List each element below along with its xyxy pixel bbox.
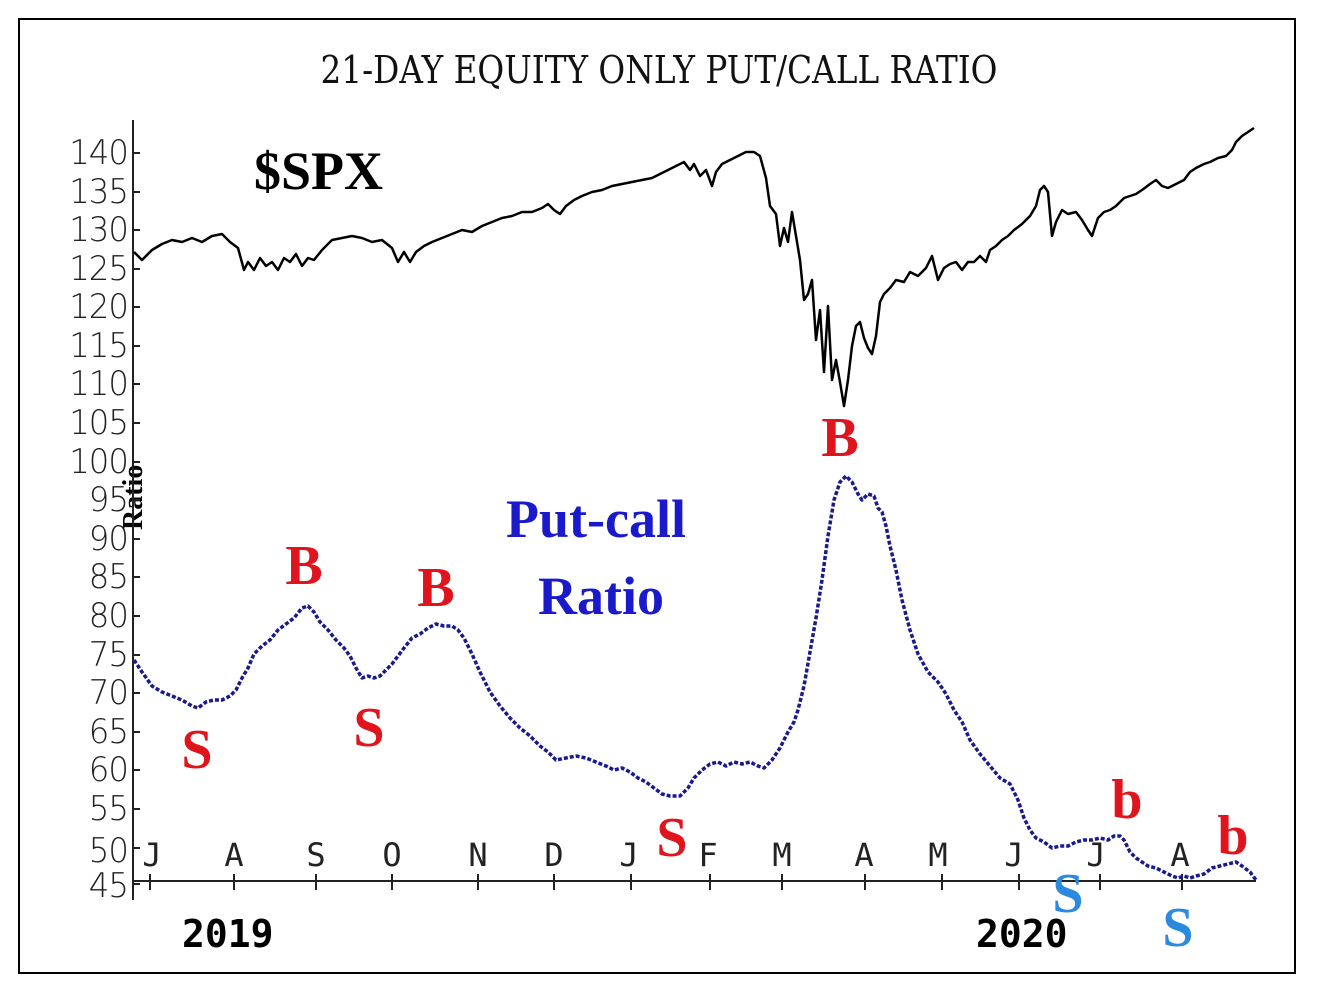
y-tick: 95 — [88, 480, 129, 520]
buy-signal-marker: B — [821, 407, 859, 469]
x-tick: J — [1004, 836, 1024, 874]
y-tick: 110 — [69, 364, 129, 404]
buy-signal-marker-lowercase: b — [1111, 769, 1143, 831]
spx-series-label: $SPX — [254, 141, 384, 201]
y-axis-ticks — [133, 152, 140, 885]
y-tick: 125 — [69, 249, 129, 289]
spx-line — [133, 126, 1255, 408]
y-tick: 60 — [88, 750, 129, 790]
buy-signal-marker-lowercase: b — [1217, 805, 1249, 867]
x-tick: A — [224, 836, 244, 874]
sell-signal-marker: S — [353, 697, 385, 759]
y-tick: 90 — [88, 519, 129, 559]
y-tick: 70 — [88, 673, 129, 713]
x-tick: J — [619, 836, 639, 874]
x-tick: S — [306, 836, 326, 874]
y-tick: 115 — [69, 326, 129, 366]
x-tick: O — [382, 836, 402, 874]
x-tick: A — [1170, 836, 1190, 874]
y-tick: 55 — [88, 789, 129, 829]
year-label-2019: 2019 — [182, 912, 274, 956]
pcr-series-label-line2: Ratio — [538, 566, 664, 626]
chart-title: 21-DAY EQUITY ONLY PUT/CALL RATIO — [320, 48, 998, 92]
y-tick: 120 — [69, 287, 129, 327]
sell-signal-marker: S — [181, 719, 213, 781]
y-tick: 140 — [69, 133, 129, 173]
x-tick: J — [1086, 836, 1106, 874]
y-tick: 100 — [69, 442, 129, 482]
put-call-ratio-line — [132, 474, 1258, 882]
x-tick: M — [928, 836, 948, 874]
y-tick: 75 — [88, 635, 129, 675]
y-tick: 105 — [69, 403, 129, 443]
chart-frame — [18, 18, 1296, 974]
x-tick: D — [544, 836, 564, 874]
y-tick: 85 — [88, 557, 129, 597]
y-tick: 50 — [88, 831, 129, 871]
sell-signal-marker-blue: S — [1162, 897, 1194, 959]
y-tick: 130 — [69, 210, 129, 250]
y-tick: 45 — [88, 866, 129, 906]
sell-signal-marker: S — [656, 807, 688, 869]
x-tick: F — [698, 836, 718, 874]
x-tick: J — [142, 836, 162, 874]
buy-signal-marker: B — [417, 557, 455, 619]
buy-signal-marker: B — [285, 535, 323, 597]
x-axis-ticks — [149, 874, 1183, 890]
x-tick: N — [468, 836, 488, 874]
year-label-2020: 2020 — [976, 912, 1068, 956]
y-tick: 65 — [88, 712, 129, 752]
x-tick: A — [854, 836, 874, 874]
sell-signal-marker-blue: S — [1052, 863, 1084, 925]
x-tick: M — [772, 836, 792, 874]
y-tick: 80 — [88, 596, 129, 636]
y-tick: 135 — [69, 172, 129, 212]
pcr-series-label-line1: Put-call — [506, 489, 686, 549]
